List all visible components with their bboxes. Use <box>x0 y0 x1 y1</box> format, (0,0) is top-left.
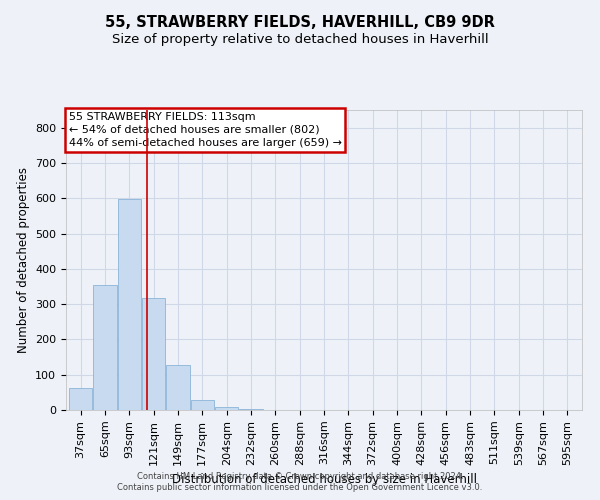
Bar <box>142 298 165 410</box>
Bar <box>166 365 190 410</box>
Bar <box>94 284 116 410</box>
Bar <box>215 407 238 410</box>
Text: Size of property relative to detached houses in Haverhill: Size of property relative to detached ho… <box>112 32 488 46</box>
Text: 55 STRAWBERRY FIELDS: 113sqm
← 54% of detached houses are smaller (802)
44% of s: 55 STRAWBERRY FIELDS: 113sqm ← 54% of de… <box>68 112 341 148</box>
Bar <box>239 408 263 410</box>
Text: 55, STRAWBERRY FIELDS, HAVERHILL, CB9 9DR: 55, STRAWBERRY FIELDS, HAVERHILL, CB9 9D… <box>105 15 495 30</box>
Bar <box>191 400 214 410</box>
Bar <box>69 388 92 410</box>
Bar <box>118 200 141 410</box>
Text: Contains public sector information licensed under the Open Government Licence v3: Contains public sector information licen… <box>118 484 482 492</box>
X-axis label: Distribution of detached houses by size in Haverhill: Distribution of detached houses by size … <box>172 473 476 486</box>
Y-axis label: Number of detached properties: Number of detached properties <box>17 167 29 353</box>
Text: Contains HM Land Registry data © Crown copyright and database right 2024.: Contains HM Land Registry data © Crown c… <box>137 472 463 481</box>
